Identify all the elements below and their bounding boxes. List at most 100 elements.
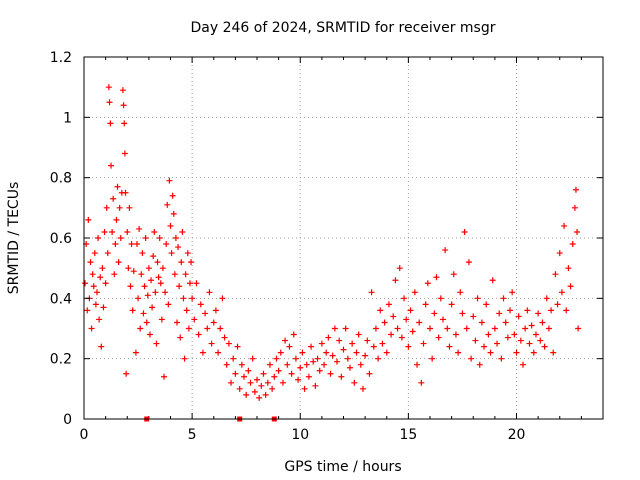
data-point [543,295,550,302]
data-point [99,265,106,272]
data-point [91,250,98,257]
data-point [87,259,94,266]
data-point [125,265,132,272]
data-point [325,334,332,341]
data-point [327,370,334,377]
data-point [168,250,175,257]
data-point [96,316,103,323]
data-point [133,241,140,248]
data-point [117,235,124,241]
data-point [120,102,127,109]
data-point [138,271,145,278]
data-point [271,373,278,380]
data-point [186,280,193,287]
data-point [359,385,366,392]
data-point [236,385,243,392]
data-point [180,295,187,302]
data-point [254,376,260,383]
data-point [148,277,155,284]
data-point [241,373,248,380]
data-point [193,280,200,287]
data-point [202,310,209,317]
data-point [290,331,297,338]
data-point [129,307,136,314]
data-point [366,370,373,377]
data-point [532,331,539,338]
data-point [364,337,371,344]
x-tick-label: 5 [188,427,197,443]
data-point [422,301,429,308]
data-point [446,343,453,350]
data-point [152,289,159,296]
data-point [396,265,403,272]
data-point [379,340,386,347]
data-point [179,228,186,235]
data-point [318,340,325,347]
y-tick-label: 0.8 [50,171,72,187]
data-point [232,370,239,377]
data-point [116,204,123,211]
data-point [279,379,286,386]
data-point [524,307,531,314]
plot-frame [83,56,604,420]
data-point [284,361,291,368]
data-point [100,304,107,311]
data-point [431,310,438,317]
data-point [92,301,99,308]
data-point [247,379,254,386]
data-point [519,361,526,368]
data-point [491,325,498,332]
data-point [539,319,546,326]
data-point [511,331,518,338]
data-point [119,87,126,94]
data-point [121,150,128,157]
data-point [101,228,108,235]
data-point [485,331,492,338]
data-point [362,352,369,359]
data-point [115,259,122,266]
data-point [93,289,100,296]
data-point [308,343,315,350]
data-point [470,313,477,320]
data-point [230,355,237,362]
data-point [286,343,293,350]
data-point [420,340,427,347]
data-point [149,304,156,311]
data-point [223,361,230,368]
data-point [206,289,213,296]
x-tick-label: 20 [508,427,526,443]
x-axis-ticks: 0 5 10 15 20 [80,57,582,443]
data-point [381,319,388,326]
data-point [444,325,451,332]
data-point [127,283,134,290]
x-axis-label: GPS time / hours [284,459,401,475]
x-tick-label: 15 [399,427,417,443]
data-point [398,334,405,341]
data-point [439,316,446,323]
data-point [526,340,533,347]
data-point [455,349,462,356]
data-point [167,222,174,229]
data-point [569,241,576,248]
data-point [159,265,166,272]
data-point [305,373,312,380]
data-point [106,99,113,106]
data-point [245,367,252,374]
data-point [353,349,360,356]
data-point [111,271,118,278]
data-point [416,319,423,326]
data-point [478,319,485,326]
data-point [481,343,488,350]
data-point [513,349,520,356]
data-point [537,337,544,344]
data-point [182,271,189,278]
data-point [122,189,129,196]
data-point [403,316,410,323]
data-point [104,250,111,257]
data-point [221,334,228,341]
data-point [191,316,198,323]
data-point [128,241,135,248]
data-point [185,325,192,332]
data-point [496,310,503,317]
data-point [312,382,319,389]
